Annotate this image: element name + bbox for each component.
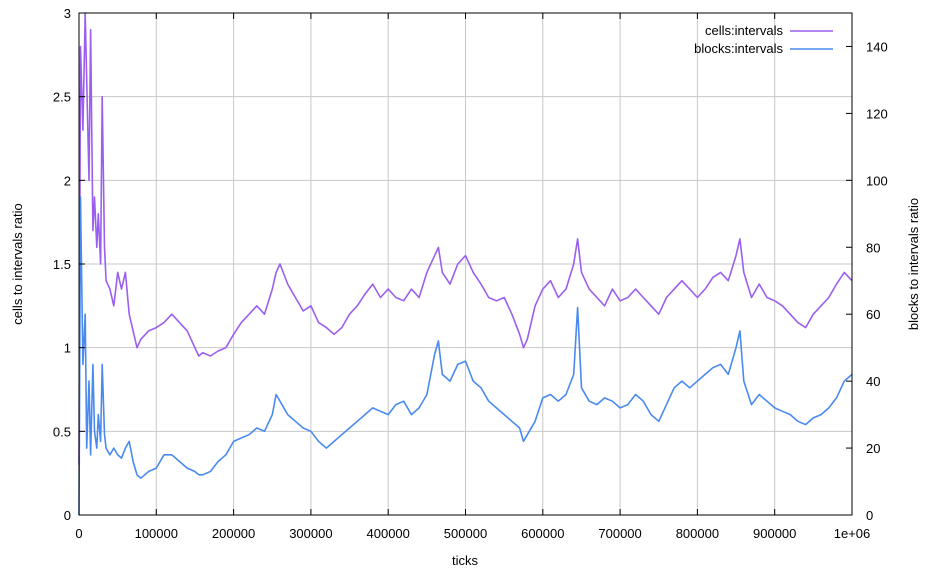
y-right-tick-label: 60 bbox=[866, 307, 880, 322]
y-right-tick-label: 0 bbox=[866, 508, 873, 523]
series-lines bbox=[78, 12, 853, 516]
legend: cells:intervals blocks:intervals bbox=[694, 23, 833, 56]
grid-lines bbox=[78, 12, 853, 516]
x-tick-label: 300000 bbox=[289, 526, 332, 541]
y-right-tick-label: 140 bbox=[866, 39, 888, 54]
y-right-tick-label: 120 bbox=[866, 106, 888, 121]
x-tick-label: 100000 bbox=[135, 526, 178, 541]
left-y-axis-title: cells to intervals ratio bbox=[10, 203, 25, 324]
legend-label-blocks: blocks:intervals bbox=[694, 41, 783, 56]
x-tick-label: 200000 bbox=[212, 526, 255, 541]
x-axis-title: ticks bbox=[452, 553, 479, 568]
x-tick-label: 1e+06 bbox=[834, 526, 871, 541]
y-left-tick-label: 2 bbox=[64, 173, 71, 188]
series-line-cells-intervals bbox=[78, 12, 853, 465]
x-tick-label: 900000 bbox=[753, 526, 796, 541]
legend-label-cells: cells:intervals bbox=[705, 23, 784, 38]
y-left-tick-label: 1.5 bbox=[53, 257, 71, 272]
x-tick-label: 400000 bbox=[367, 526, 410, 541]
y-right-tick-label: 100 bbox=[866, 173, 888, 188]
x-tick-label: 800000 bbox=[676, 526, 719, 541]
y-left-tick-label: 1 bbox=[64, 341, 71, 356]
y-left-tick-label: 0 bbox=[64, 508, 71, 523]
x-tick-label: 500000 bbox=[444, 526, 487, 541]
y-left-tick-label: 3 bbox=[64, 6, 71, 21]
y-right-tick-label: 80 bbox=[866, 240, 880, 255]
axis-ticks: 0 100000 200000 300000 400000 500000 600000 700… bbox=[53, 6, 888, 541]
x-tick-label: 0 bbox=[75, 526, 82, 541]
series-line-blocks-intervals bbox=[78, 196, 853, 516]
y-left-tick-label: 2.5 bbox=[53, 90, 71, 105]
right-y-axis-title: blocks to intervals ratio bbox=[906, 198, 921, 330]
x-tick-label: 700000 bbox=[598, 526, 641, 541]
y-right-tick-label: 20 bbox=[866, 441, 880, 456]
x-tick-label: 600000 bbox=[521, 526, 564, 541]
y-left-tick-label: 0.5 bbox=[53, 424, 71, 439]
y-right-tick-label: 40 bbox=[866, 374, 880, 389]
